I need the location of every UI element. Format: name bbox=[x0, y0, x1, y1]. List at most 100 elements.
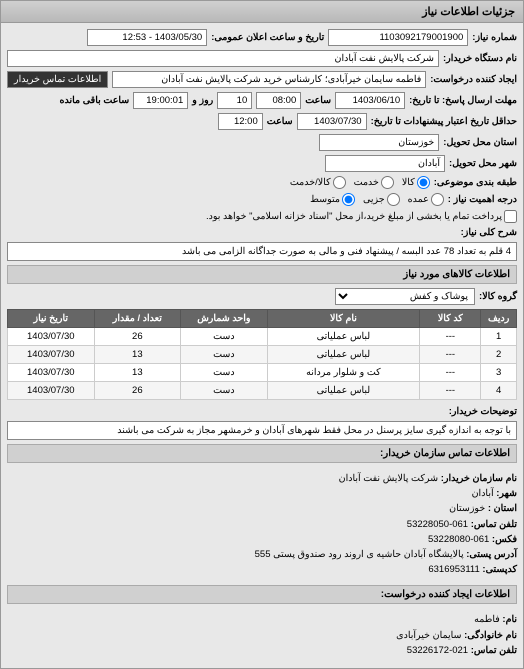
budget-service-radio[interactable] bbox=[381, 176, 394, 189]
table-cell: دست bbox=[181, 346, 268, 364]
announce-label: تاریخ و ساعت اعلان عمومی: bbox=[211, 32, 324, 43]
budget-service-label: خدمت bbox=[354, 177, 379, 188]
credit-time: 12:00 bbox=[218, 113, 263, 130]
priority-high-option[interactable]: عمده bbox=[408, 193, 444, 206]
creator-name-label: نام: bbox=[502, 614, 517, 625]
requester-value: فاطمه سایمان خیرآبادی؛ کارشناس خرید شرکت… bbox=[112, 71, 426, 88]
buyer-name-label: نام دستگاه خریدار: bbox=[443, 53, 517, 64]
org-fax-label: فکس: bbox=[492, 534, 517, 545]
budget-commodity-label: کالا bbox=[402, 177, 415, 188]
table-row: 4---لباس عملیاتیدست261403/07/30 bbox=[8, 382, 517, 400]
table-row: 1---لباس عملیاتیدست261403/07/30 bbox=[8, 328, 517, 346]
creator-phone-value: 021-53226172 bbox=[407, 645, 468, 656]
org-name-label: نام سازمان خریدار: bbox=[441, 473, 517, 484]
table-header-cell: واحد شمارش bbox=[181, 310, 268, 328]
table-cell: --- bbox=[420, 382, 481, 400]
deadline-label: مهلت ارسال پاسخ: تا تاریخ: bbox=[409, 95, 517, 106]
budget-radio-group: کالا خدمت کالا/خدمت bbox=[290, 176, 430, 189]
table-cell: کت و شلوار مردانه bbox=[267, 364, 420, 382]
creator-section-title: اطلاعات ایجاد کننده درخواست: bbox=[7, 585, 517, 604]
table-cell: 4 bbox=[481, 382, 517, 400]
city-value: آبادان bbox=[325, 155, 445, 172]
group-label: گروه کالا: bbox=[479, 291, 517, 302]
table-cell: 2 bbox=[481, 346, 517, 364]
table-row: 2---لباس عملیاتیدست131403/07/30 bbox=[8, 346, 517, 364]
priority-mid-label: جزیی bbox=[363, 194, 385, 205]
priority-high-radio[interactable] bbox=[431, 193, 444, 206]
org-name-value: شرکت پالایش نفت آبادان bbox=[339, 473, 439, 484]
days-remain: 10 bbox=[217, 92, 252, 109]
table-cell: 13 bbox=[94, 364, 181, 382]
table-cell: 1403/07/30 bbox=[8, 382, 95, 400]
table-cell: لباس عملیاتی bbox=[267, 328, 420, 346]
goods-section-title: اطلاعات کالاهای مورد نیاز bbox=[7, 265, 517, 284]
budget-both-label: کالا/خدمت bbox=[290, 177, 331, 188]
request-no-label: شماره نیاز: bbox=[472, 32, 517, 43]
budget-commodity-radio[interactable] bbox=[417, 176, 430, 189]
budget-both-radio[interactable] bbox=[333, 176, 346, 189]
creator-phone-label: تلفن تماس: bbox=[471, 645, 517, 656]
creator-info-block: نام: فاطمه نام خانوادگی: سایمان خیرآبادی… bbox=[7, 608, 517, 662]
creator-name-value: فاطمه bbox=[474, 614, 500, 625]
org-fax-value: 061-53228080 bbox=[428, 534, 489, 545]
payment-note-option[interactable]: پرداخت تمام یا بخشی از مبلغ خرید،از محل … bbox=[206, 210, 517, 223]
priority-low-option[interactable]: متوسط bbox=[310, 193, 355, 206]
row-city: شهر محل تحویل: آبادان bbox=[7, 155, 517, 172]
creator-family-label: نام خانوادگی: bbox=[464, 630, 517, 641]
payment-note-checkbox[interactable] bbox=[504, 210, 517, 223]
budget-commodity-option[interactable]: کالا bbox=[402, 176, 430, 189]
request-no-value: 1103092179001900 bbox=[328, 29, 468, 46]
table-cell: --- bbox=[420, 346, 481, 364]
credit-label: حداقل تاریخ اعتبار پیشنهادات تا تاریخ: bbox=[371, 116, 517, 127]
org-city-value: آبادان bbox=[472, 488, 494, 499]
table-cell: لباس عملیاتی bbox=[267, 382, 420, 400]
panel-header: جزئیات اطلاعات نیاز bbox=[1, 1, 523, 23]
remain-label: ساعت باقی مانده bbox=[60, 95, 130, 106]
priority-radio-group: عمده جزیی متوسط bbox=[310, 193, 444, 206]
items-table-header-row: ردیفکد کالانام کالاواحد شمارشتعداد / مقد… bbox=[8, 310, 517, 328]
budget-both-option[interactable]: کالا/خدمت bbox=[290, 176, 346, 189]
org-addr-label: آدرس پستی: bbox=[466, 549, 517, 560]
table-cell: 26 bbox=[94, 328, 181, 346]
table-cell: 1403/07/30 bbox=[8, 364, 95, 382]
budget-service-option[interactable]: خدمت bbox=[354, 176, 394, 189]
province-value: خوزستان bbox=[319, 134, 439, 151]
credit-time-label: ساعت bbox=[267, 116, 293, 127]
row-group: گروه کالا: پوشاک و کفش bbox=[7, 288, 517, 305]
priority-low-label: متوسط bbox=[310, 194, 340, 205]
buyer-contact-button[interactable]: اطلاعات تماس خریدار bbox=[7, 71, 108, 88]
creator-family-value: سایمان خیرآبادی bbox=[396, 630, 461, 641]
org-province-label: استان : bbox=[488, 503, 517, 514]
row-credit: حداقل تاریخ اعتبار پیشنهادات تا تاریخ: 1… bbox=[7, 113, 517, 130]
row-requester: ایجاد کننده درخواست: فاطمه سایمان خیرآبا… bbox=[7, 71, 517, 88]
group-select[interactable]: پوشاک و کفش bbox=[335, 288, 475, 305]
panel-body: شماره نیاز: 1103092179001900 تاریخ و ساع… bbox=[1, 23, 523, 668]
table-header-cell: ردیف bbox=[481, 310, 517, 328]
desc-label: شرح کلی نیاز: bbox=[461, 227, 517, 238]
table-header-cell: تعداد / مقدار bbox=[94, 310, 181, 328]
table-cell: --- bbox=[420, 328, 481, 346]
org-phone-label: تلفن تماس: bbox=[471, 519, 517, 530]
table-cell: 3 bbox=[481, 364, 517, 382]
org-zip-label: کدپستی: bbox=[482, 564, 517, 575]
main-panel: جزئیات اطلاعات نیاز شماره نیاز: 11030921… bbox=[0, 0, 524, 669]
row-deadline: مهلت ارسال پاسخ: تا تاریخ: 1403/06/10 سا… bbox=[7, 92, 517, 109]
org-zip-value: 6316953111 bbox=[428, 564, 479, 575]
desc-value: 4 قلم به تعداد 78 عدد البسه / پیشنهاد فن… bbox=[7, 242, 517, 261]
table-cell: دست bbox=[181, 364, 268, 382]
row-priority: درجه اهمیت نیاز : عمده جزیی متوسط پرداخت… bbox=[7, 193, 517, 223]
table-cell: 13 bbox=[94, 346, 181, 364]
table-header-cell: نام کالا bbox=[267, 310, 420, 328]
table-header-cell: تاریخ نیاز bbox=[8, 310, 95, 328]
row-province: استان محل تحویل: خوزستان bbox=[7, 134, 517, 151]
row-buyer-note: توضیحات خریدار: با توجه به اندازه گیری س… bbox=[7, 406, 517, 440]
org-info-block: نام سازمان خریدار: شرکت پالایش نفت آبادا… bbox=[7, 467, 517, 581]
budget-label: طبقه بندی موضوعی: bbox=[434, 177, 517, 188]
row-desc: شرح کلی نیاز: 4 قلم به تعداد 78 عدد البس… bbox=[7, 227, 517, 261]
table-cell: لباس عملیاتی bbox=[267, 346, 420, 364]
days-label: روز و bbox=[192, 95, 213, 106]
province-label: استان محل تحویل: bbox=[443, 137, 517, 148]
priority-mid-radio[interactable] bbox=[387, 193, 400, 206]
priority-mid-option[interactable]: جزیی bbox=[363, 193, 400, 206]
priority-low-radio[interactable] bbox=[342, 193, 355, 206]
